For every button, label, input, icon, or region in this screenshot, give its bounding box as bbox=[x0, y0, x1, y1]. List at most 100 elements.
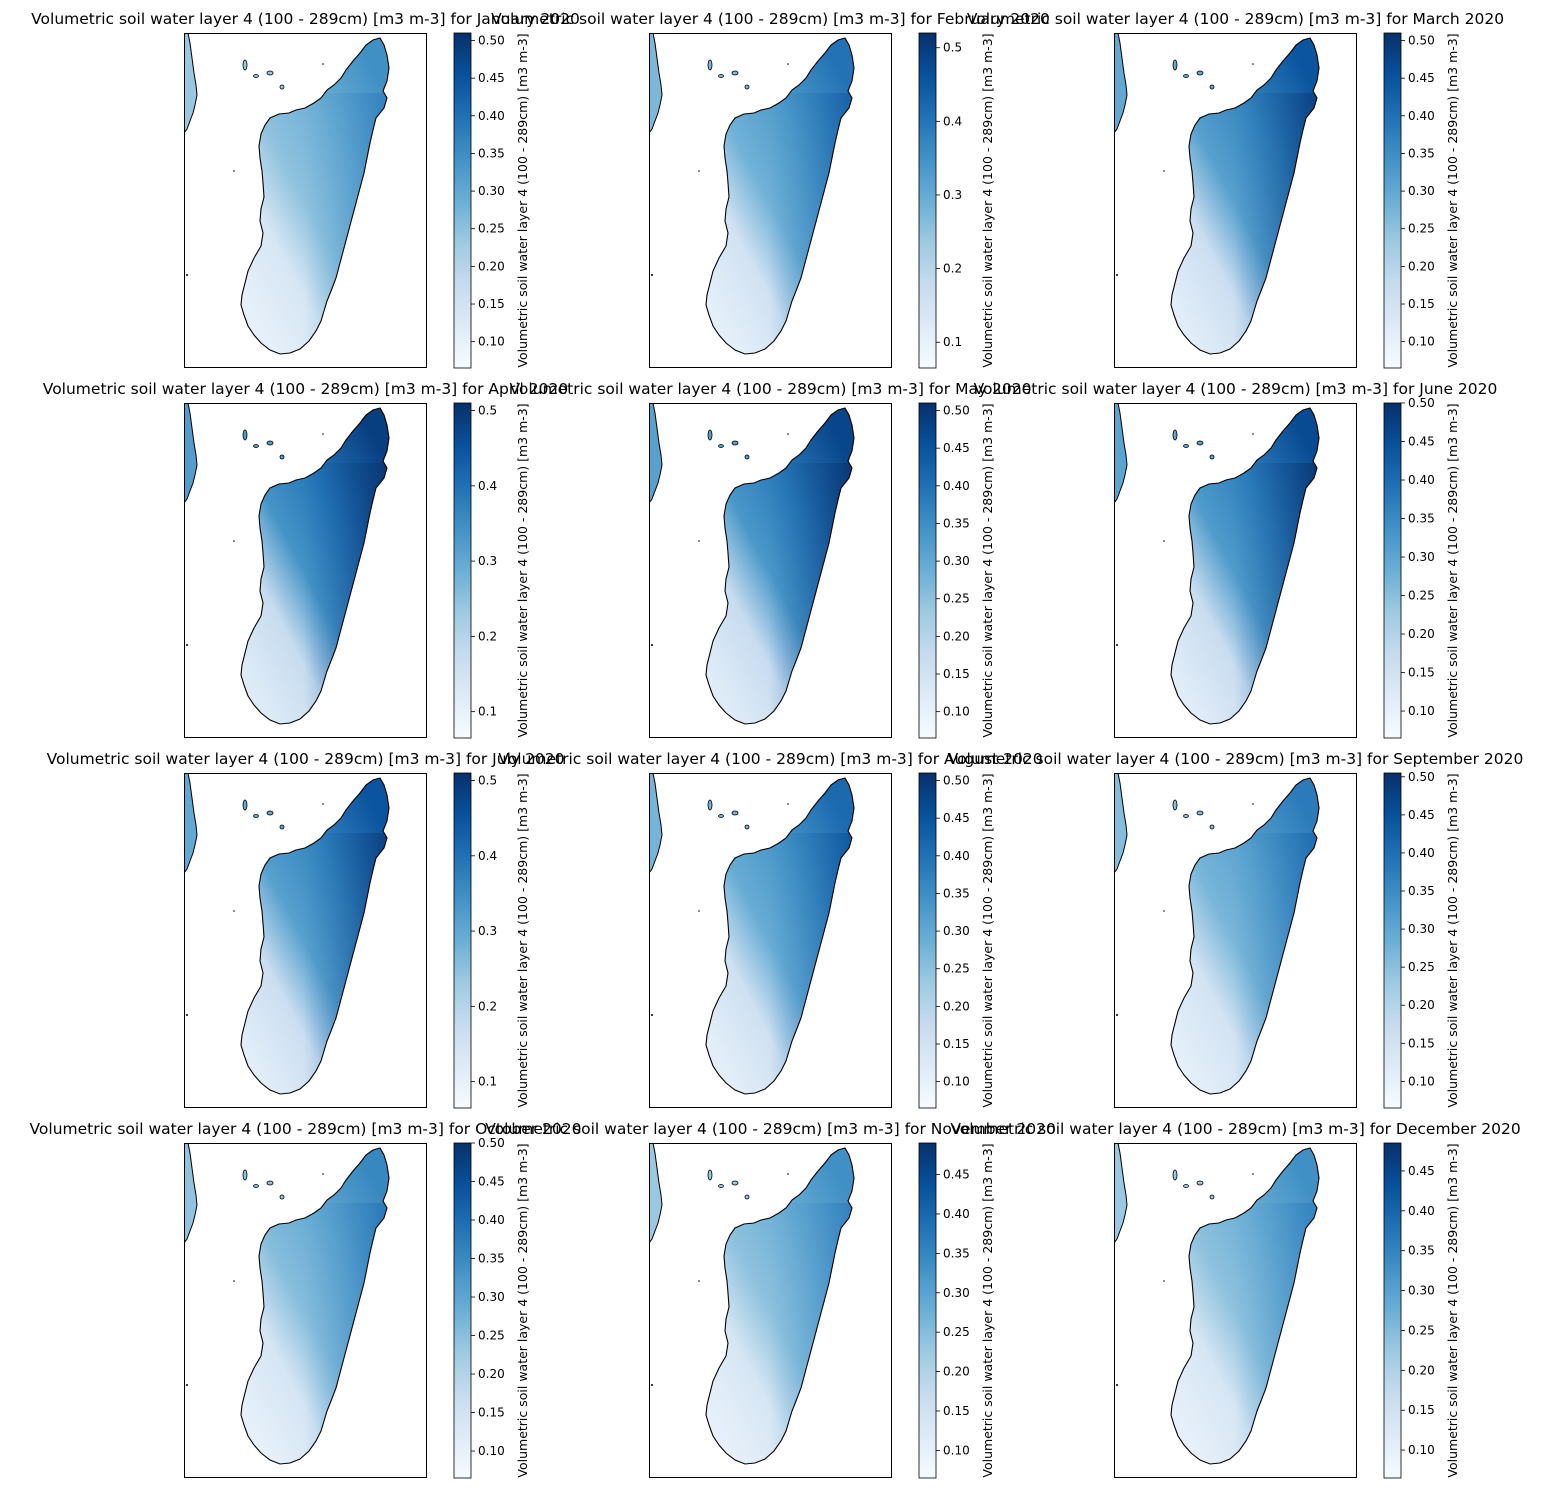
colorbar-tick-label: 0.50 bbox=[1408, 396, 1435, 410]
comoros-island bbox=[1172, 59, 1178, 71]
colorbar-tick-label: 0.40 bbox=[478, 1213, 505, 1227]
comoros-island bbox=[1196, 810, 1204, 816]
map-panel: Volumetric soil water layer 4 (100 - 289… bbox=[974, 380, 1498, 739]
colorbar-tick-label: 0.40 bbox=[1408, 109, 1435, 123]
colorbar-tick-label: 0.20 bbox=[943, 999, 970, 1013]
map-area bbox=[184, 33, 427, 368]
colorbar-tick-label: 0.15 bbox=[943, 1404, 970, 1418]
mayotte-island bbox=[744, 1194, 750, 1200]
comoros-island bbox=[253, 814, 259, 818]
colorbar-tick-label: 0.15 bbox=[1408, 666, 1435, 680]
colorbar-tick-label: 0.30 bbox=[478, 184, 505, 198]
comoros-island bbox=[718, 74, 724, 78]
axes-frame bbox=[1114, 1143, 1357, 1478]
islet bbox=[186, 644, 188, 646]
colorbar-tick-label: 0.15 bbox=[943, 667, 970, 681]
islet bbox=[322, 433, 324, 435]
colorbar-label: Volumetric soil water layer 4 (100 - 289… bbox=[1445, 33, 1460, 367]
axes-frame bbox=[184, 403, 427, 738]
colorbar-tick-label: 0.5 bbox=[478, 774, 497, 788]
islet bbox=[1116, 1384, 1118, 1386]
colorbar: 0.10 0.15 0.20 0.25 0.30 0.35 0.40 0.45 0.50 Volu… bbox=[453, 1136, 530, 1479]
axes-frame bbox=[184, 33, 427, 368]
colorbar-tick-label: 0.20 bbox=[478, 1367, 505, 1381]
colorbar-tick-label: 0.10 bbox=[1408, 335, 1435, 349]
colorbar-tick-label: 0.1 bbox=[478, 705, 497, 719]
comoros-island bbox=[731, 810, 739, 816]
comoros-island bbox=[1183, 444, 1189, 448]
colorbar-tick-label: 0.10 bbox=[1408, 704, 1435, 718]
colorbar-label: Volumetric soil water layer 4 (100 - 289… bbox=[515, 33, 530, 367]
colorbar: 0.1 0.2 0.3 0.4 0.5 Volumetric soil water lay… bbox=[453, 772, 530, 1109]
africa-coast bbox=[649, 773, 663, 874]
colorbar-tick-label: 0.4 bbox=[478, 479, 497, 493]
coastline bbox=[240, 407, 390, 725]
colorbar-tick-label: 0.35 bbox=[478, 1252, 505, 1266]
colorbar-tick-label: 0.50 bbox=[943, 774, 970, 788]
islet bbox=[1163, 540, 1165, 542]
map-panel: Volumetric soil water layer 4 (100 - 289… bbox=[485, 1120, 1056, 1479]
colorbar-tick-label: 0.35 bbox=[1408, 884, 1435, 898]
colorbar-tick-label: 0.25 bbox=[1408, 960, 1435, 974]
panel-title: Volumetric soil water layer 4 (100 - 289… bbox=[509, 380, 1031, 398]
coastline bbox=[240, 777, 390, 1095]
colorbar-tick-label: 0.30 bbox=[1408, 550, 1435, 564]
colorbar-label: Volumetric soil water layer 4 (100 - 289… bbox=[980, 403, 995, 737]
colorbar-scale bbox=[1383, 402, 1402, 739]
colorbar-tick-label: 0.25 bbox=[478, 222, 505, 236]
colorbar-tick-label: 0.4 bbox=[478, 849, 497, 863]
islet bbox=[1163, 1280, 1165, 1282]
map-panel: Volumetric soil water layer 4 (100 - 289… bbox=[948, 750, 1523, 1109]
colorbar-label: Volumetric soil water layer 4 (100 - 289… bbox=[1445, 403, 1460, 737]
colorbar-tick-label: 0.45 bbox=[1408, 1164, 1435, 1178]
comoros-island bbox=[253, 1184, 259, 1188]
colorbar-tick-label: 0.45 bbox=[943, 811, 970, 825]
coastline bbox=[705, 777, 855, 1095]
colorbar: 0.10 0.15 0.20 0.25 0.30 0.35 0.40 0.45 0.50 Volu… bbox=[1383, 770, 1460, 1109]
islet bbox=[698, 910, 700, 912]
map-area bbox=[184, 403, 427, 738]
colorbar-tick-label: 0.15 bbox=[478, 297, 505, 311]
colorbar-tick-label: 0.35 bbox=[943, 516, 970, 530]
comoros-island bbox=[718, 444, 724, 448]
map-panel: Volumetric soil water layer 4 (100 - 289… bbox=[509, 380, 1032, 739]
colorbar-tick-label: 0.45 bbox=[943, 1168, 970, 1182]
comoros-island bbox=[266, 810, 274, 816]
islet bbox=[651, 274, 653, 276]
islet bbox=[1116, 644, 1118, 646]
colorbar-label: Volumetric soil water layer 4 (100 - 289… bbox=[980, 1143, 995, 1477]
coastline bbox=[705, 407, 855, 725]
colorbar-label: Volumetric soil water layer 4 (100 - 289… bbox=[1445, 1143, 1460, 1477]
colorbar-tick-label: 0.35 bbox=[1408, 1244, 1435, 1258]
islet bbox=[1252, 63, 1254, 65]
colorbar-tick-label: 0.3 bbox=[478, 924, 497, 938]
islet bbox=[322, 1173, 324, 1175]
comoros-island bbox=[242, 1169, 248, 1181]
islet bbox=[1252, 803, 1254, 805]
axes-frame bbox=[649, 33, 892, 368]
colorbar-tick-label: 0.40 bbox=[943, 1207, 970, 1221]
africa-coast bbox=[184, 33, 198, 134]
colorbar-scale bbox=[453, 32, 472, 369]
panel-title: Volumetric soil water layer 4 (100 - 289… bbox=[974, 380, 1498, 398]
mayotte-island bbox=[279, 1194, 285, 1200]
colorbar-tick-label: 0.20 bbox=[1408, 259, 1435, 273]
islet bbox=[186, 1384, 188, 1386]
colorbar-tick-label: 0.15 bbox=[1408, 1036, 1435, 1050]
islet bbox=[1116, 274, 1118, 276]
mayotte-island bbox=[744, 454, 750, 460]
mayotte-island bbox=[1209, 824, 1215, 830]
map-panel: Volumetric soil water layer 4 (100 - 289… bbox=[967, 10, 1504, 369]
colorbar-tick-label: 0.20 bbox=[943, 1365, 970, 1379]
colorbar-tick-label: 0.40 bbox=[943, 849, 970, 863]
map-panel: Volumetric soil water layer 4 (100 - 289… bbox=[950, 1120, 1521, 1479]
colorbar-tick-label: 0.25 bbox=[478, 1329, 505, 1343]
colorbar-tick-label: 0.15 bbox=[478, 1406, 505, 1420]
colorbar-tick-label: 0.35 bbox=[943, 1246, 970, 1260]
colorbar-tick-label: 0.35 bbox=[943, 886, 970, 900]
africa-coast bbox=[1114, 1143, 1128, 1244]
islet bbox=[186, 1014, 188, 1016]
colorbar-tick-label: 0.30 bbox=[1408, 922, 1435, 936]
comoros-island bbox=[731, 440, 739, 446]
